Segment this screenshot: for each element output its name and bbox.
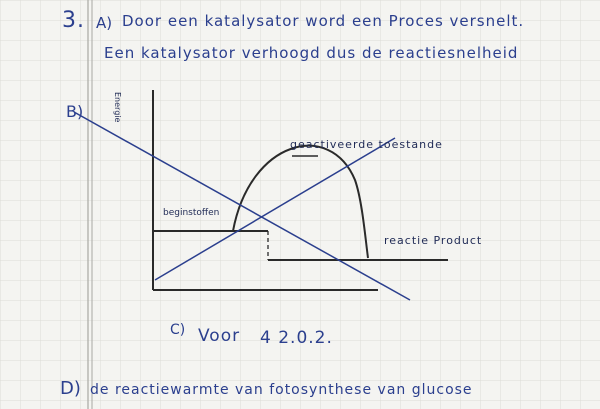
- line-1-text: Door een katalysator word een Proces ver…: [122, 12, 525, 30]
- answer-d-text: de reactiewarmte van fotosynthese van gl…: [90, 382, 473, 398]
- label-beginstoffen: beginstoffen: [163, 208, 220, 218]
- answer-c-text: Voor: [198, 326, 241, 346]
- label-activated-state: geactiveerde toestande: [290, 138, 443, 151]
- label-reactie-product: reactie Product: [384, 234, 483, 247]
- line-1-mark: A): [96, 14, 113, 32]
- y-axis-label: Energie: [113, 92, 122, 123]
- answer-d-mark: D): [60, 378, 81, 399]
- answer-c-value: 4 2.0.2.: [260, 328, 333, 348]
- line-2-text: Een katalysator verhoogd dus de reacties…: [104, 44, 519, 62]
- answer-c-mark: C): [170, 322, 186, 338]
- question-number: 3.: [62, 8, 85, 33]
- diagram-mark: B): [66, 102, 84, 121]
